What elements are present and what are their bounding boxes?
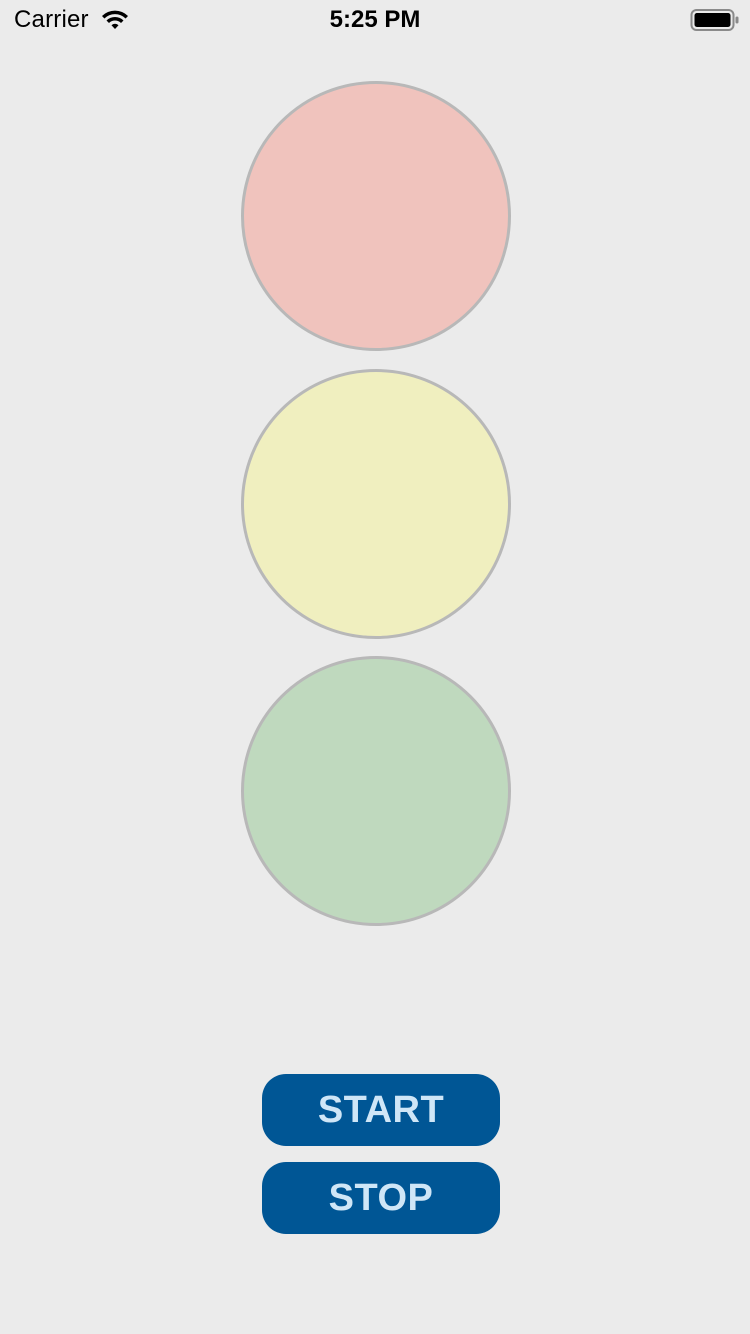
wifi-icon <box>102 10 128 29</box>
carrier-label: Carrier <box>14 6 89 33</box>
battery-full-icon <box>690 9 739 31</box>
status-bar: Carrier 5:25 PM <box>0 0 750 40</box>
green-light <box>241 656 511 926</box>
status-time: 5:25 PM <box>329 6 421 33</box>
red-light <box>241 81 511 351</box>
yellow-light <box>241 369 511 639</box>
stop-button[interactable]: STOP <box>262 1162 500 1234</box>
start-button[interactable]: START <box>262 1074 500 1146</box>
